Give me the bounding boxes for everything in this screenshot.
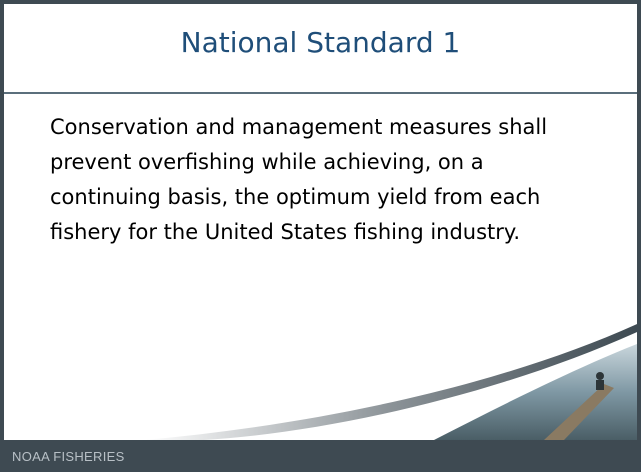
person: [596, 372, 604, 380]
footer-label: NOAA FISHERIES: [12, 449, 125, 464]
slide-content: National Standard 1 Conservation and man…: [4, 4, 637, 440]
person: [596, 380, 604, 390]
slide: National Standard 1 Conservation and man…: [0, 0, 641, 472]
decoration: [4, 4, 637, 440]
footer: NOAA FISHERIES: [0, 440, 641, 472]
